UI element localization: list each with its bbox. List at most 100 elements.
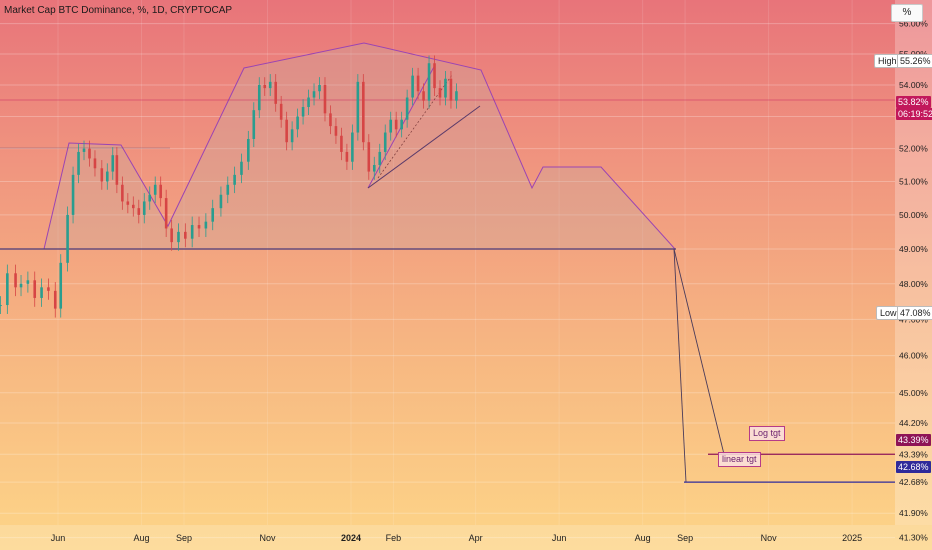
candle-body xyxy=(427,63,431,101)
candle-body xyxy=(345,151,349,162)
y-tick-label: 41.30% xyxy=(899,533,928,543)
candle-body xyxy=(285,119,288,143)
candle-body xyxy=(252,110,256,139)
candle-body xyxy=(400,119,403,130)
pattern-shape xyxy=(43,42,677,250)
candle-body xyxy=(226,184,230,195)
candle-body xyxy=(33,280,37,298)
candle-body xyxy=(105,171,109,182)
candle-body xyxy=(422,91,425,101)
y-tick-label: 41.90% xyxy=(899,508,928,518)
candle-body xyxy=(184,231,187,239)
candle-body xyxy=(66,214,69,263)
candle-body xyxy=(378,151,382,165)
candle-body xyxy=(340,135,343,152)
candle-body xyxy=(323,84,327,114)
candle-body xyxy=(411,75,414,98)
candle-body xyxy=(290,129,294,143)
candle-body xyxy=(372,164,376,172)
candle-body xyxy=(247,138,250,162)
candle-body xyxy=(148,194,152,202)
candle-body xyxy=(142,201,146,215)
candle-body xyxy=(77,151,80,175)
candle-body xyxy=(405,97,409,120)
y-tick-label: 52.00% xyxy=(899,144,928,154)
candle-body xyxy=(115,155,119,185)
linear-projection-line xyxy=(673,248,687,483)
y-tick-label: 46.00% xyxy=(899,351,928,361)
chart-title: Market Cap BTC Dominance, %, 1D, CRYPTOC… xyxy=(4,5,233,16)
x-tick-label: Sep xyxy=(677,533,693,543)
candle-body xyxy=(351,132,354,162)
x-tick-label: Sep xyxy=(176,533,192,543)
candle-body xyxy=(356,81,360,133)
log-target-label: Log tgt xyxy=(749,426,785,441)
log-projection-line xyxy=(673,248,725,455)
high-price-tag: 55.26% xyxy=(897,54,932,68)
candle-body xyxy=(190,225,194,239)
candle-body xyxy=(159,184,162,199)
countdown-tag: 06:19:52 xyxy=(896,108,932,120)
candle-body xyxy=(279,103,283,120)
candle-body xyxy=(389,119,393,133)
candle-body xyxy=(6,273,9,306)
x-tick-label: 2025 xyxy=(842,533,862,543)
y-tick-label: 56.00% xyxy=(899,19,928,29)
candle-body xyxy=(367,142,371,172)
candle-body xyxy=(416,75,420,92)
y-tick-label: 42.68% xyxy=(899,477,928,487)
candle-body xyxy=(121,184,124,202)
candle-body xyxy=(137,208,141,215)
y-tick-label: 44.20% xyxy=(899,418,928,428)
candle-body xyxy=(383,132,387,152)
candle-body xyxy=(312,91,316,98)
candle-body xyxy=(53,290,57,309)
x-tick-label: 2024 xyxy=(341,533,361,543)
candle-body xyxy=(26,280,30,284)
candle-body xyxy=(93,158,97,169)
wedge-lower xyxy=(367,105,481,189)
current-price-tag: 53.82% xyxy=(896,96,931,108)
unit-toggle-button[interactable]: % xyxy=(891,4,923,22)
x-tick-label: Feb xyxy=(386,533,402,543)
y-tick-label: 48.00% xyxy=(899,279,928,289)
candle-body xyxy=(329,113,332,127)
candle-body xyxy=(204,221,208,229)
x-tick-label: Apr xyxy=(469,533,483,543)
linear-target-price-tag: 42.68% xyxy=(896,461,931,473)
candle-body xyxy=(88,148,91,159)
x-tick-label: Jun xyxy=(51,533,66,543)
y-tick-label: 50.00% xyxy=(899,210,928,220)
y-tick-label: 54.00% xyxy=(899,80,928,90)
candle-body xyxy=(455,91,458,101)
candle-body xyxy=(170,228,173,243)
y-tick-label: 51.00% xyxy=(899,176,928,186)
y-axis-panel xyxy=(895,0,932,525)
candle-body xyxy=(318,84,321,92)
candle-body xyxy=(240,161,243,175)
x-tick-label: Nov xyxy=(259,533,276,543)
candle-body xyxy=(47,287,50,291)
y-tick-label: 43.39% xyxy=(899,449,928,459)
candle-body xyxy=(394,119,398,130)
candle-body xyxy=(263,84,267,89)
linear-target-label: linear tgt xyxy=(718,452,761,467)
candle-body xyxy=(274,81,277,104)
candle-body xyxy=(0,305,2,307)
candle-body xyxy=(71,174,75,215)
candle-body xyxy=(19,283,23,288)
candle-body xyxy=(334,126,338,136)
x-tick-label: Nov xyxy=(761,533,778,543)
candle-body xyxy=(219,194,223,209)
x-tick-label: Jun xyxy=(552,533,567,543)
candle-body xyxy=(301,107,305,117)
candle-body xyxy=(233,174,236,185)
candle-body xyxy=(100,168,104,182)
low-price-tag: 47.08% xyxy=(897,306,932,320)
candle-body xyxy=(197,225,201,229)
candlestick-series xyxy=(0,55,458,318)
candle-body xyxy=(14,273,17,288)
candle-body xyxy=(296,116,299,130)
y-tick-label: 49.00% xyxy=(899,244,928,254)
